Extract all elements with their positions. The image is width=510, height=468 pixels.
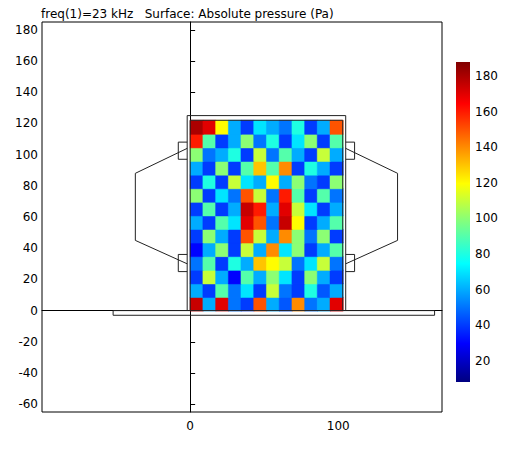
svg-text:180: 180 — [475, 69, 498, 83]
svg-text:160: 160 — [475, 105, 498, 119]
svg-text:20: 20 — [23, 272, 38, 286]
svg-text:0: 0 — [30, 304, 38, 318]
svg-text:0: 0 — [186, 419, 194, 433]
svg-text:freq(1)=23 kHz Surface: Abso: freq(1)=23 kHz Surface: Absolute pressur… — [41, 7, 334, 21]
svg-text:120: 120 — [475, 176, 498, 190]
svg-text:100: 100 — [475, 211, 498, 225]
svg-text:40: 40 — [475, 318, 490, 332]
svg-text:140: 140 — [475, 140, 498, 154]
svg-text:40: 40 — [23, 241, 38, 255]
svg-text:160: 160 — [15, 54, 38, 68]
svg-text:100: 100 — [15, 148, 38, 162]
svg-text:-40: -40 — [18, 366, 38, 380]
svg-text:-20: -20 — [18, 335, 38, 349]
svg-text:140: 140 — [15, 85, 38, 99]
svg-text:60: 60 — [23, 210, 38, 224]
svg-text:20: 20 — [475, 354, 490, 368]
svg-text:100: 100 — [327, 419, 350, 433]
svg-text:80: 80 — [23, 179, 38, 193]
svg-text:60: 60 — [475, 283, 490, 297]
svg-text:-60: -60 — [18, 397, 38, 411]
svg-text:180: 180 — [15, 23, 38, 37]
svg-text:80: 80 — [475, 247, 490, 261]
svg-text:120: 120 — [15, 116, 38, 130]
